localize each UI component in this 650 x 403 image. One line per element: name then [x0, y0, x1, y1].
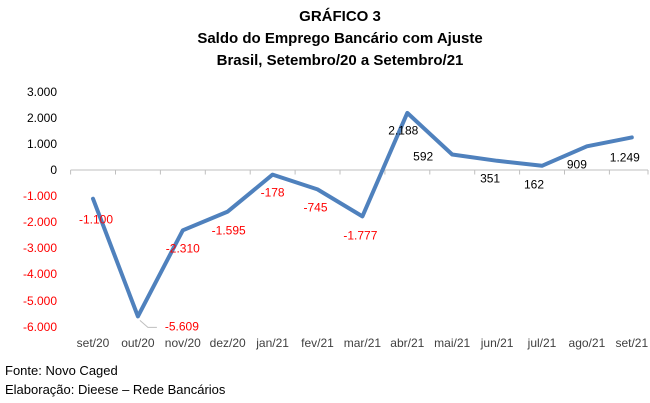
source-note: Fonte: Novo Caged Elaboração: Dieese – R…: [5, 361, 225, 399]
y-axis-label: -6.000: [22, 319, 57, 334]
y-axis-label: 2.000: [26, 110, 57, 125]
label-leader-line: [139, 320, 157, 328]
y-axis-label: -3.000: [22, 241, 57, 256]
data-label: -1.100: [78, 212, 114, 227]
y-axis-label: 3.000: [26, 84, 57, 99]
data-label: 351: [480, 171, 501, 186]
y-axis-label: -1.000: [22, 189, 57, 204]
x-axis-label: set/21: [615, 336, 649, 350]
y-axis-label: -2.000: [22, 215, 57, 230]
data-label: -2.310: [165, 241, 200, 256]
y-axis-label: -5.000: [22, 293, 57, 308]
data-label: -745: [303, 200, 328, 215]
y-axis-label: 0: [50, 163, 57, 177]
data-label: 2.188: [388, 123, 419, 138]
data-label: 1.249: [609, 150, 640, 165]
chart-title-line1: GRÁFICO 3: [299, 8, 381, 25]
chart-title-line2: Saldo do Emprego Bancário com Ajuste: [197, 30, 483, 47]
y-axis-label: 1.000: [26, 136, 57, 151]
y-axis-label: -4.000: [22, 267, 57, 282]
x-axis-label: abr/21: [390, 336, 425, 350]
x-axis-label: ago/21: [568, 336, 606, 350]
data-label: -1.777: [343, 228, 378, 243]
elaboration-line: Elaboração: Dieese – Rede Bancários: [5, 382, 226, 397]
data-label: 162: [523, 177, 545, 192]
x-axis-label: dez/20: [209, 336, 246, 350]
chart-title-line3: Brasil, Setembro/20 a Setembro/21: [216, 52, 464, 69]
chart-title: GRÁFICO 3 Saldo do Emprego Bancário com …: [30, 6, 650, 72]
data-label: -178: [260, 185, 285, 200]
x-axis-label: jun/21: [480, 336, 514, 350]
data-label: 592: [413, 149, 434, 164]
series-line: [91, 110, 634, 319]
x-axis-label: set/20: [76, 336, 110, 350]
data-label: 909: [566, 157, 587, 172]
x-axis-label: jan/21: [256, 336, 289, 350]
data-label: -5.609: [164, 319, 199, 334]
x-axis-label: mar/21: [343, 336, 382, 350]
source-line: Fonte: Novo Caged: [5, 363, 118, 378]
data-label: -1.595: [211, 223, 246, 238]
x-axis-label: fev/21: [301, 336, 334, 350]
x-axis-label: nov/20: [164, 336, 201, 350]
x-axis-label: jul/21: [527, 336, 557, 350]
x-axis-label: out/20: [121, 336, 155, 350]
x-axis-label: mai/21: [434, 336, 471, 350]
